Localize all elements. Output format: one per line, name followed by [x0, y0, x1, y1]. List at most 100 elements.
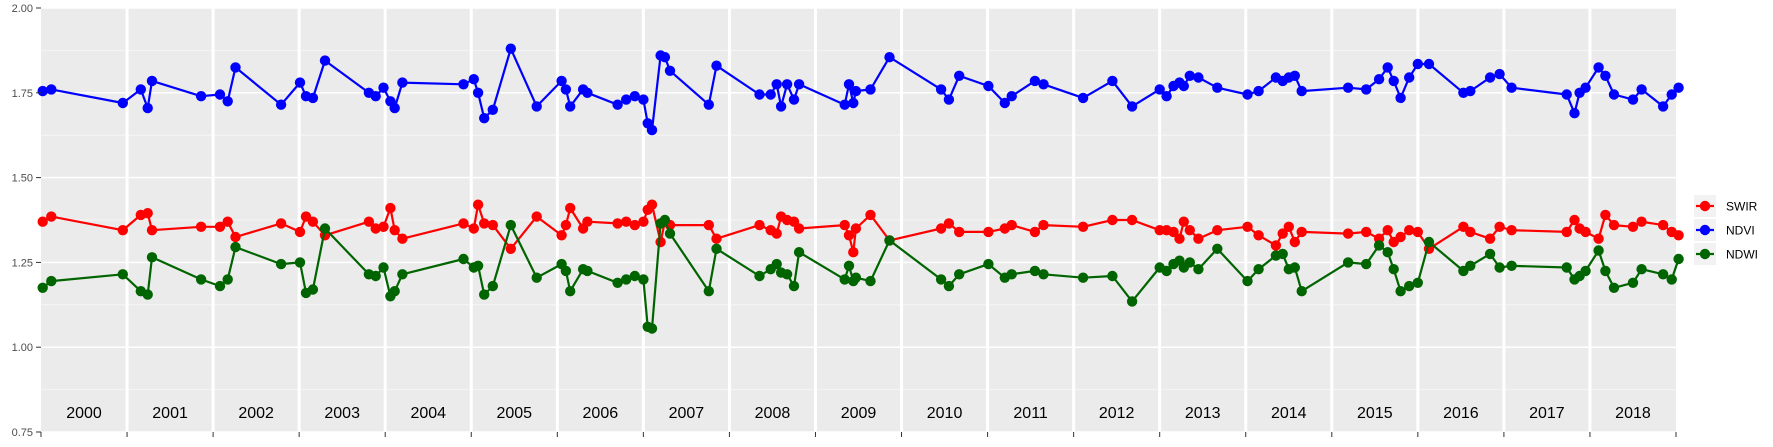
data-point: [458, 218, 469, 229]
data-point: [1600, 265, 1611, 277]
data-point: [1657, 219, 1669, 231]
data-point: [307, 216, 319, 227]
data-point: [781, 269, 793, 280]
legend-label: NDWI: [1726, 248, 1758, 262]
year-label: 2002: [238, 405, 274, 422]
data-point: [1404, 72, 1415, 83]
data-point: [1608, 282, 1620, 293]
data-point: [839, 99, 850, 110]
year-label: 2018: [1615, 405, 1651, 422]
data-point: [275, 258, 287, 270]
data-point: [378, 262, 389, 273]
data-point: [711, 243, 722, 254]
data-point: [1296, 286, 1307, 297]
data-point: [983, 226, 994, 238]
data-point: [1342, 82, 1354, 93]
data-point: [1193, 264, 1204, 275]
legend: SWIR NDVI NDWI: [1694, 195, 1758, 265]
data-point: [319, 55, 331, 66]
data-point: [46, 211, 57, 222]
series-swir: [37, 199, 1684, 258]
data-point: [1174, 233, 1185, 244]
data-point: [793, 79, 805, 90]
data-point: [781, 79, 793, 90]
data-point: [1636, 84, 1647, 95]
year-labels: 2000 2001 2002 2003 2004 2005 2006 2007 2008 2009…: [66, 405, 1651, 422]
data-point: [771, 228, 782, 239]
data-point: [629, 270, 640, 282]
year-label: 2003: [324, 405, 360, 422]
data-point: [385, 202, 396, 214]
data-point: [765, 89, 776, 100]
data-point: [659, 214, 671, 226]
data-point: [1006, 91, 1017, 102]
data-point: [294, 77, 306, 88]
data-point: [1107, 75, 1118, 87]
data-point: [1627, 221, 1639, 232]
data-point: [1608, 89, 1620, 100]
data-point: [1465, 226, 1476, 238]
data-point: [703, 219, 714, 231]
data-point: [754, 270, 765, 282]
data-point: [1494, 262, 1505, 273]
data-point: [1283, 221, 1295, 232]
year-label: 2007: [669, 405, 705, 422]
data-point: [1600, 209, 1611, 221]
legend-item-swir: SWIR: [1694, 195, 1758, 217]
data-point: [629, 91, 640, 102]
data-point: [1361, 84, 1372, 95]
data-point: [1484, 248, 1496, 260]
data-point: [711, 233, 722, 244]
data-point: [1506, 225, 1517, 236]
data-point: [1242, 221, 1253, 232]
year-label: 2015: [1357, 405, 1393, 422]
data-point: [1168, 226, 1179, 238]
data-point: [935, 274, 947, 285]
year-label: 2006: [583, 405, 619, 422]
data-point: [472, 199, 484, 210]
data-point: [629, 219, 640, 231]
data-point: [1277, 228, 1288, 239]
data-point: [983, 80, 994, 92]
data-point: [1038, 219, 1049, 231]
data-point: [307, 284, 319, 295]
data-point: [1593, 62, 1604, 73]
data-point: [1388, 264, 1399, 275]
data-point: [1580, 265, 1591, 277]
data-point: [1361, 226, 1372, 238]
data-point: [370, 270, 381, 282]
data-point: [1038, 269, 1049, 280]
data-point: [621, 274, 632, 285]
data-point: [479, 113, 490, 124]
data-point: [370, 91, 381, 102]
data-point: [1212, 225, 1223, 236]
data-point: [865, 84, 876, 95]
data-point: [565, 101, 576, 112]
data-point: [1412, 58, 1424, 70]
data-point: [1484, 233, 1496, 244]
data-point: [1212, 243, 1223, 254]
data-point: [389, 286, 400, 297]
year-label: 2008: [755, 405, 791, 422]
data-point: [1494, 68, 1505, 80]
data-point: [1107, 270, 1118, 282]
data-point: [142, 289, 153, 300]
data-point: [793, 247, 805, 258]
data-point: [1184, 257, 1196, 268]
data-point: [1404, 280, 1415, 292]
year-label: 2013: [1185, 405, 1221, 422]
data-point: [1373, 74, 1385, 85]
data-point: [1342, 228, 1354, 239]
data-point: [1666, 89, 1677, 100]
data-point: [565, 202, 576, 214]
data-point: [843, 230, 855, 241]
data-point: [850, 272, 862, 283]
data-point: [1673, 230, 1684, 241]
data-point: [37, 85, 48, 97]
data-point: [1296, 226, 1307, 238]
data-point: [884, 52, 895, 63]
data-point: [1395, 92, 1406, 104]
data-point: [230, 241, 241, 253]
data-point: [195, 91, 207, 102]
